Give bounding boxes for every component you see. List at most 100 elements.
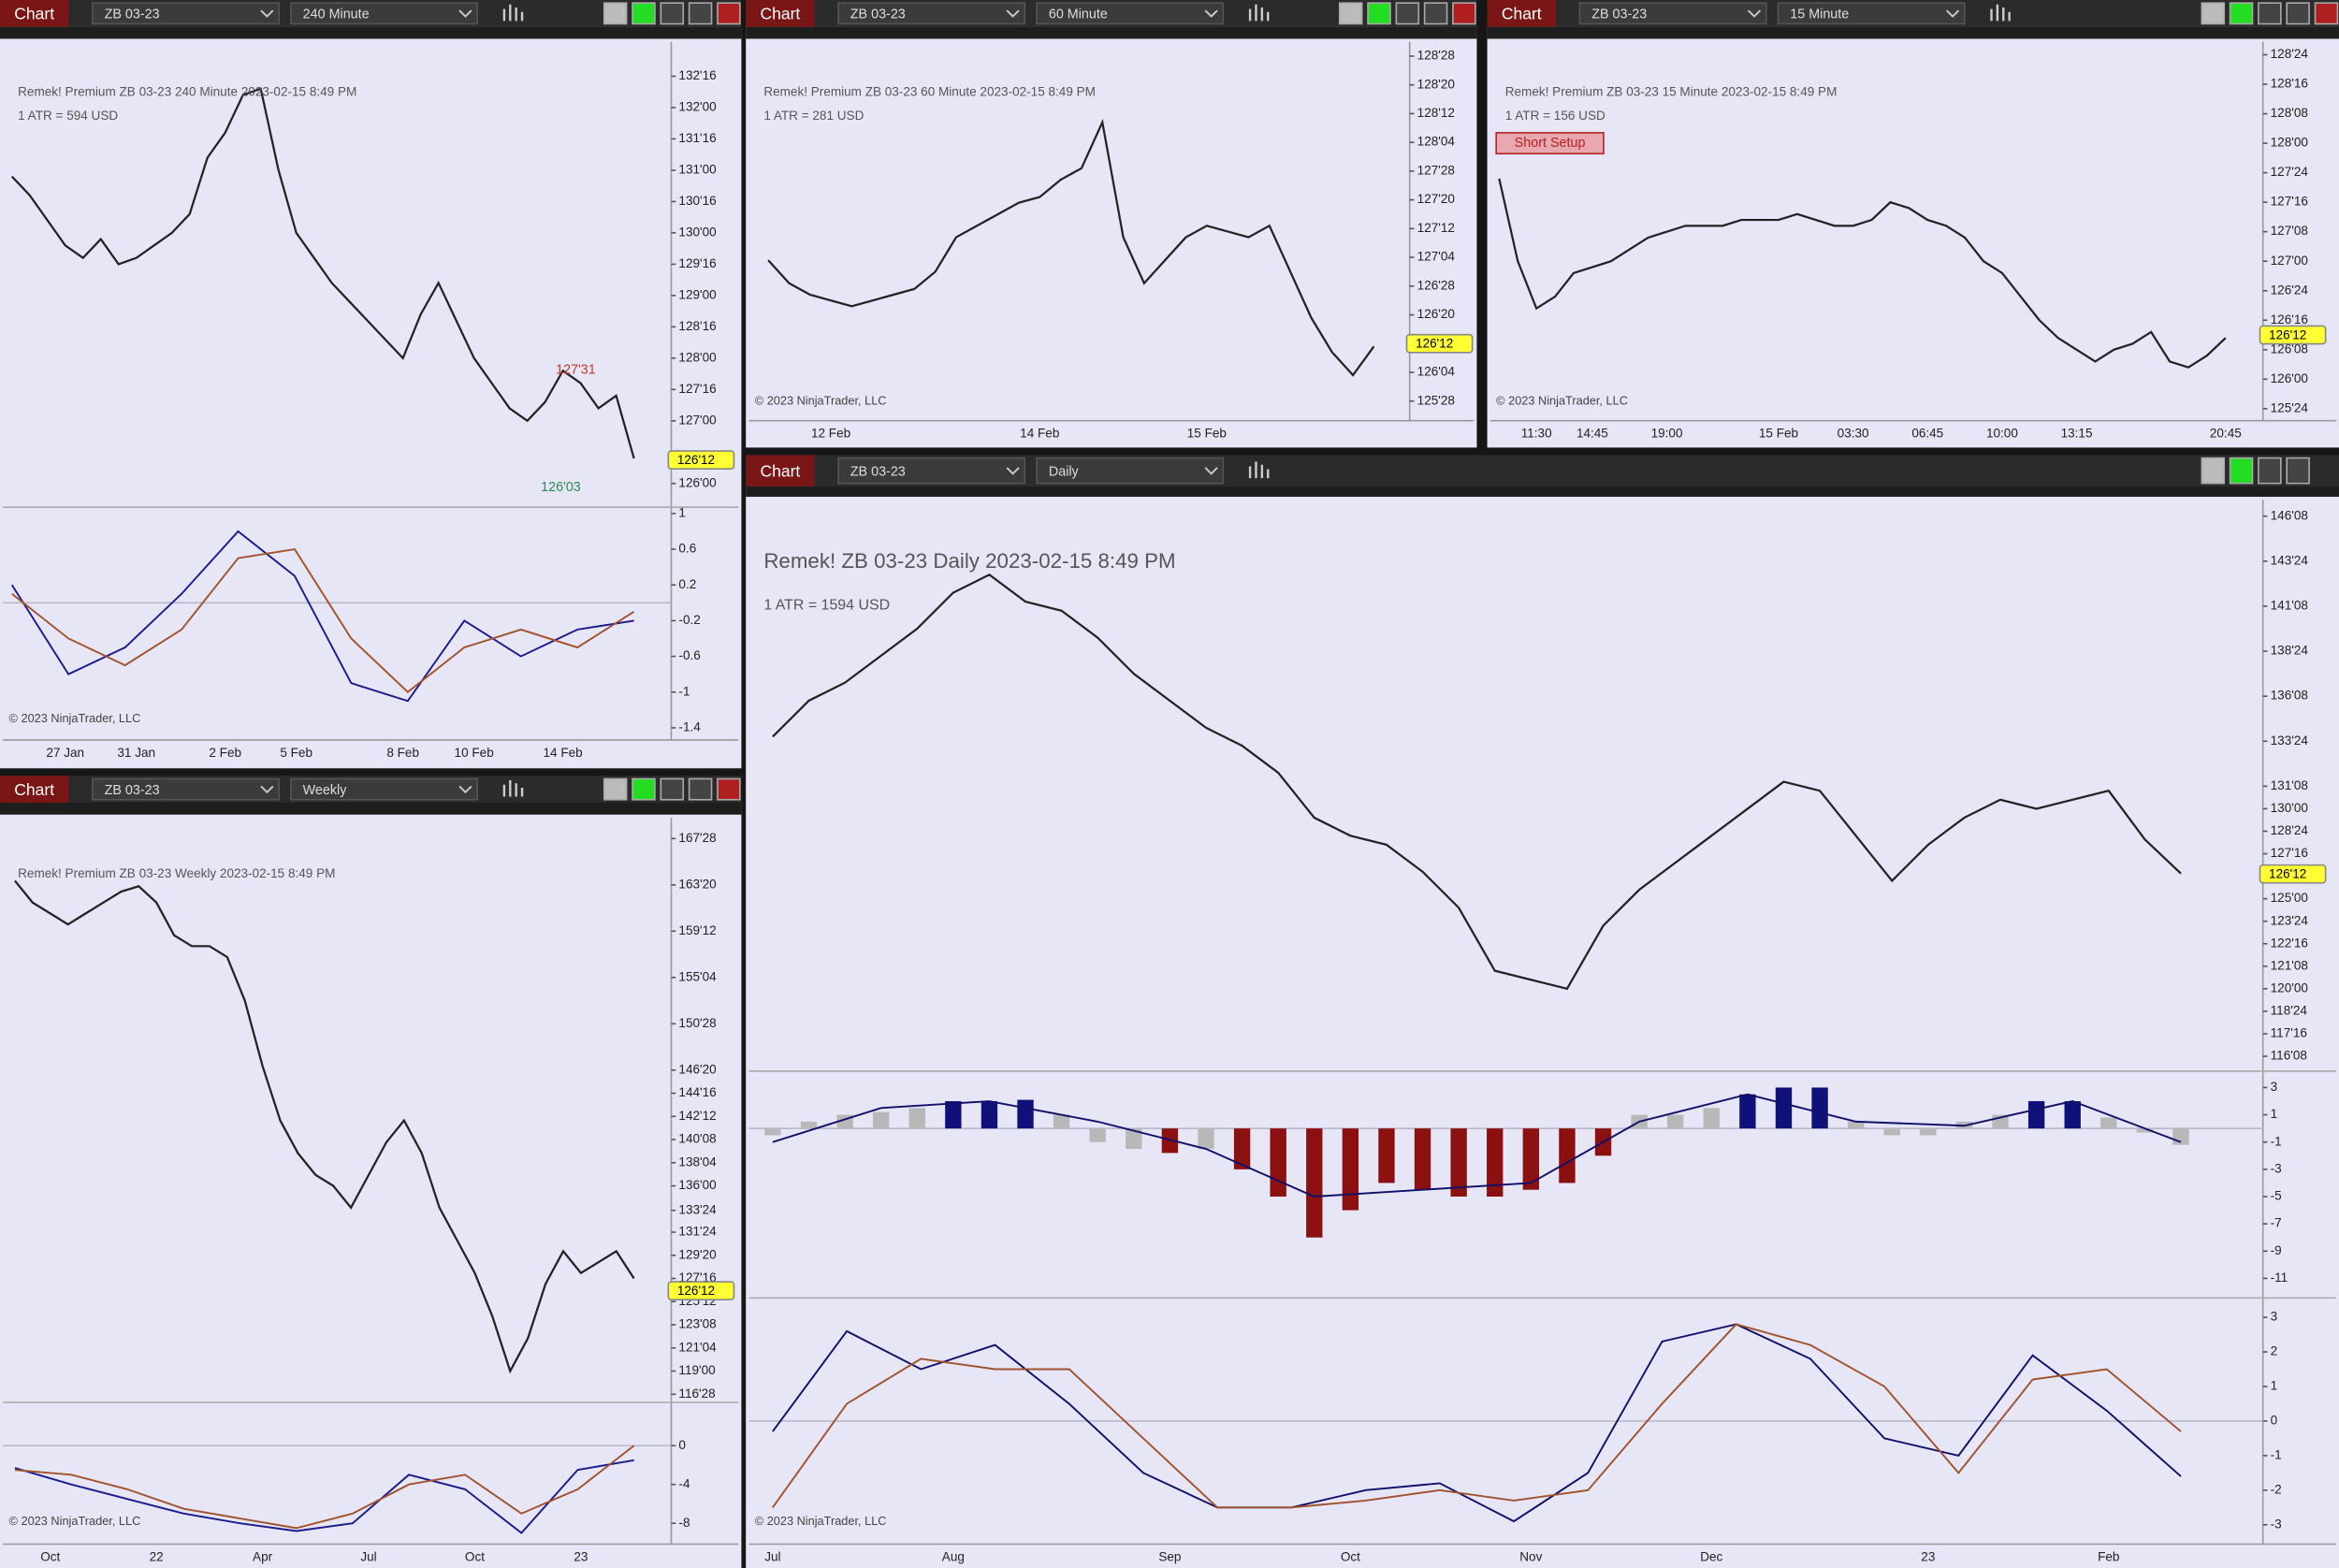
window-button[interactable]	[1338, 2, 1363, 25]
histogram-bar	[1775, 1087, 1793, 1129]
price-tick-label: 132'00	[678, 100, 716, 114]
window-button[interactable]	[2229, 457, 2254, 485]
window-button[interactable]	[603, 777, 628, 801]
timeframe-label[interactable]: Daily	[1049, 465, 1080, 480]
price-tick-label: 122'16	[2271, 936, 2308, 950]
dropdown-arrow	[1006, 467, 1020, 475]
price-tick-label: 136'00	[678, 1178, 716, 1192]
timeframe-label[interactable]: 60 Minute	[1049, 7, 1108, 22]
histogram-bar	[1920, 1128, 1937, 1136]
price-line	[772, 573, 2182, 991]
price-tick-label: 127'08	[2271, 224, 2308, 238]
window-button[interactable]	[2258, 457, 2282, 485]
window-button[interactable]	[660, 777, 685, 801]
bar-style-icon[interactable]	[1248, 4, 1270, 22]
price-line	[1498, 178, 2227, 369]
bar-style-icon[interactable]	[1248, 461, 1270, 479]
time-tick-label: 31 Jan	[117, 746, 155, 760]
instrument-dropdown[interactable]	[92, 777, 280, 801]
atr-label: 1 ATR = 281 USD	[763, 109, 864, 123]
chart-tab[interactable]	[0, 0, 69, 27]
histogram-bar	[1270, 1128, 1286, 1198]
annotation: 127'31	[556, 362, 596, 377]
window-button[interactable]	[688, 777, 713, 801]
chart-tab-label[interactable]: Chart	[14, 780, 54, 799]
indicator-tick-label: 2	[2271, 1344, 2278, 1358]
histogram-bar	[1198, 1128, 1214, 1150]
window-button[interactable]	[603, 2, 628, 25]
timeframe-dropdown[interactable]	[290, 777, 479, 801]
histogram-bar	[800, 1121, 818, 1129]
last-price-label: 126'12	[2269, 867, 2306, 881]
time-tick-label: Sep	[1158, 1549, 1181, 1563]
window-button[interactable]	[2201, 457, 2226, 485]
instrument-label[interactable]: ZB 03-23	[1591, 7, 1647, 22]
instrument-label[interactable]: ZB 03-23	[850, 465, 906, 480]
window-button[interactable]	[660, 2, 685, 25]
price-tick-label: 132'16	[678, 68, 716, 82]
price-tick-label: 163'20	[678, 877, 716, 891]
timeframe-dropdown[interactable]	[1036, 2, 1225, 25]
instrument-dropdown[interactable]	[1578, 2, 1767, 25]
instrument-dropdown[interactable]	[837, 457, 1026, 485]
price-tick-label: 131'08	[2271, 778, 2308, 792]
window-button[interactable]	[632, 2, 656, 25]
price-tick-label: 123'08	[678, 1317, 716, 1331]
price-tick-label: 155'04	[678, 969, 717, 983]
copyright: © 2023 NinjaTrader, LLC	[1496, 393, 1628, 407]
timeframe-label[interactable]: Weekly	[303, 783, 348, 798]
window-button[interactable]	[2314, 2, 2339, 25]
setup-box	[1495, 132, 1605, 155]
price-tick-label: 128'20	[1417, 77, 1455, 91]
window-button[interactable]	[717, 777, 741, 801]
histogram-bar	[764, 1128, 781, 1136]
instrument-label[interactable]: ZB 03-23	[105, 7, 160, 22]
chart-tab-label[interactable]: Chart	[1502, 5, 1542, 23]
window-button[interactable]	[2201, 2, 2226, 25]
histogram-bar	[1414, 1128, 1431, 1190]
indicator-tick-label: -0.2	[678, 613, 700, 627]
window-button[interactable]	[632, 777, 656, 801]
price-tick-label: 130'16	[678, 194, 716, 208]
chart-tab[interactable]	[746, 0, 815, 27]
histogram-bar	[1847, 1121, 1865, 1129]
window-button[interactable]	[1423, 2, 1448, 25]
price-tick-label: 128'16	[2271, 77, 2308, 91]
timeframe-label[interactable]: 15 Minute	[1790, 7, 1849, 22]
window-button[interactable]	[1367, 2, 1391, 25]
indicator-tick-label: -1	[2271, 1134, 2282, 1148]
chart-tab-label[interactable]: Chart	[760, 5, 800, 23]
dropdown-arrow	[1945, 9, 1960, 18]
price-tick-label: 140'08	[678, 1132, 716, 1146]
window-button[interactable]	[717, 2, 741, 25]
chart-tab-label[interactable]: Chart	[14, 5, 54, 23]
window-button[interactable]	[1395, 2, 1420, 25]
window-button[interactable]	[2229, 2, 2254, 25]
chart-tab[interactable]	[0, 776, 69, 803]
bar-style-icon[interactable]	[502, 4, 524, 22]
chart-tab[interactable]	[1487, 0, 1556, 27]
last-price-tag	[2259, 325, 2327, 345]
toolbar-gap	[1487, 26, 2339, 39]
instrument-label[interactable]: ZB 03-23	[850, 7, 906, 22]
instrument-label[interactable]: ZB 03-23	[105, 783, 160, 798]
chart-title: Remek! Premium ZB 03-23 240 Minute 2023-…	[18, 84, 356, 98]
window-button[interactable]	[1452, 2, 1476, 25]
indicator-tick-label: -11	[2271, 1270, 2288, 1285]
timeframe-dropdown[interactable]	[290, 2, 479, 25]
timeframe-dropdown[interactable]	[1036, 457, 1225, 485]
bar-style-icon[interactable]	[1990, 4, 2011, 22]
indicator-tick-label: -9	[2271, 1243, 2282, 1257]
window-button[interactable]	[2258, 2, 2282, 25]
timeframe-dropdown[interactable]	[1777, 2, 1966, 25]
window-button[interactable]	[688, 2, 713, 25]
instrument-dropdown[interactable]	[837, 2, 1026, 25]
chart-tab-label[interactable]: Chart	[760, 461, 800, 480]
bar-style-icon[interactable]	[502, 780, 524, 797]
window-button[interactable]	[2286, 457, 2310, 485]
instrument-dropdown[interactable]	[92, 2, 280, 25]
chart-tab[interactable]	[746, 455, 815, 486]
chart-background	[0, 802, 742, 1568]
window-button[interactable]	[2286, 2, 2310, 25]
timeframe-label[interactable]: 240 Minute	[303, 7, 370, 22]
